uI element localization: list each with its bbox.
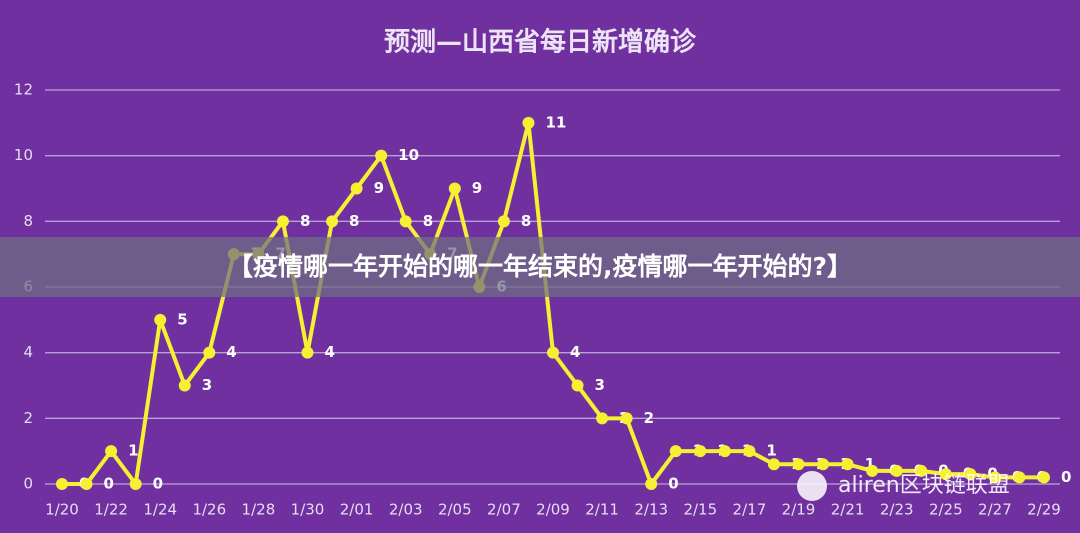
point <box>399 215 412 228</box>
x-tick-label: 2/17 <box>733 501 767 519</box>
y-tick-label: 12 <box>14 81 33 99</box>
point <box>915 464 928 477</box>
data-label: 10 <box>398 146 419 164</box>
data-label: 11 <box>545 113 566 131</box>
point <box>375 149 388 162</box>
point <box>694 445 707 458</box>
data-label: 4 <box>325 343 335 361</box>
data-label: 8 <box>521 212 531 230</box>
x-tick-label: 1/22 <box>94 501 128 519</box>
point <box>350 182 363 195</box>
line <box>62 120 1044 486</box>
point <box>1038 471 1050 484</box>
data-label: 0 <box>153 475 163 493</box>
point <box>841 458 854 471</box>
data-label: 5 <box>177 310 187 328</box>
y-tick-label: 10 <box>14 146 33 164</box>
point <box>743 445 756 458</box>
point <box>988 471 1001 484</box>
banner-bg <box>0 237 1080 297</box>
point <box>326 215 339 228</box>
x-tick-label: 2/29 <box>1027 501 1061 519</box>
point <box>56 478 68 490</box>
x-tick-label: 2/25 <box>929 501 963 519</box>
data-label: 4 <box>570 343 580 361</box>
point <box>571 379 584 392</box>
point <box>178 379 191 392</box>
data-label: 2 <box>644 409 654 427</box>
data-label: 8 <box>300 212 310 230</box>
point <box>154 313 167 326</box>
point <box>596 412 609 425</box>
x-tick-label: 1/28 <box>242 501 276 519</box>
x-tick-label: 2/19 <box>782 501 816 519</box>
point <box>669 445 682 458</box>
point <box>129 478 142 490</box>
banner-text: 【疫情哪一年开始的哪一年结束的,疫情哪一年开始的?】 <box>228 252 852 281</box>
point <box>817 458 830 471</box>
data-label: 0 <box>1061 468 1071 486</box>
y-tick-label: 4 <box>23 343 33 361</box>
x-tick-label: 2/11 <box>585 501 619 519</box>
point <box>964 468 977 481</box>
x-tick-label: 1/24 <box>143 501 177 519</box>
watermark-icon <box>797 471 827 501</box>
y-tick-label: 0 <box>23 475 33 493</box>
plot: 0246810121/201/221/241/261/281/302/012/0… <box>14 81 1072 519</box>
watermark: aliren区块链联盟 <box>838 473 1010 498</box>
x-tick-label: 2/13 <box>634 501 668 519</box>
point <box>718 445 731 458</box>
point <box>1013 471 1026 484</box>
x-tick-label: 2/23 <box>880 501 914 519</box>
point <box>547 346 559 359</box>
data-label: 3 <box>595 376 605 394</box>
point <box>866 464 879 477</box>
data-label: 9 <box>472 179 482 197</box>
x-tick-label: 2/03 <box>389 501 423 519</box>
x-tick-label: 1/30 <box>291 501 325 519</box>
x-tick-label: 2/01 <box>340 501 374 519</box>
data-label: 3 <box>202 376 212 394</box>
point <box>939 468 952 481</box>
data-label: 8 <box>423 212 433 230</box>
x-tick-label: 2/27 <box>978 501 1012 519</box>
point <box>890 464 903 477</box>
data-label: 1 <box>766 442 776 460</box>
data-label: 8 <box>349 212 359 230</box>
y-tick-label: 8 <box>23 212 33 230</box>
y-tick-label: 2 <box>23 409 33 427</box>
x-tick-label: 2/07 <box>487 501 521 519</box>
point <box>645 478 658 490</box>
data-label: 1 <box>865 455 875 473</box>
x-tick-label: 2/09 <box>536 501 570 519</box>
point <box>80 478 93 490</box>
chart-title: 预测—山西省每日新增确诊 <box>384 27 697 58</box>
x-tick-label: 1/20 <box>45 501 79 519</box>
x-tick-label: 2/21 <box>831 501 865 519</box>
x-tick-label: 2/05 <box>438 501 472 519</box>
point <box>105 445 118 458</box>
data-label: 0 <box>668 475 678 493</box>
data-label: 0 <box>104 475 114 493</box>
point <box>276 215 289 228</box>
x-tick-label: 1/26 <box>192 501 226 519</box>
point <box>522 116 535 129</box>
data-label: 1 <box>128 442 138 460</box>
point <box>792 458 805 471</box>
point <box>448 182 461 195</box>
point <box>497 215 510 228</box>
point <box>620 412 633 425</box>
data-label: 4 <box>226 343 236 361</box>
data-label: 9 <box>374 179 384 197</box>
x-tick-label: 2/15 <box>683 501 717 519</box>
point <box>203 346 216 359</box>
point <box>301 346 314 359</box>
point <box>767 458 780 471</box>
